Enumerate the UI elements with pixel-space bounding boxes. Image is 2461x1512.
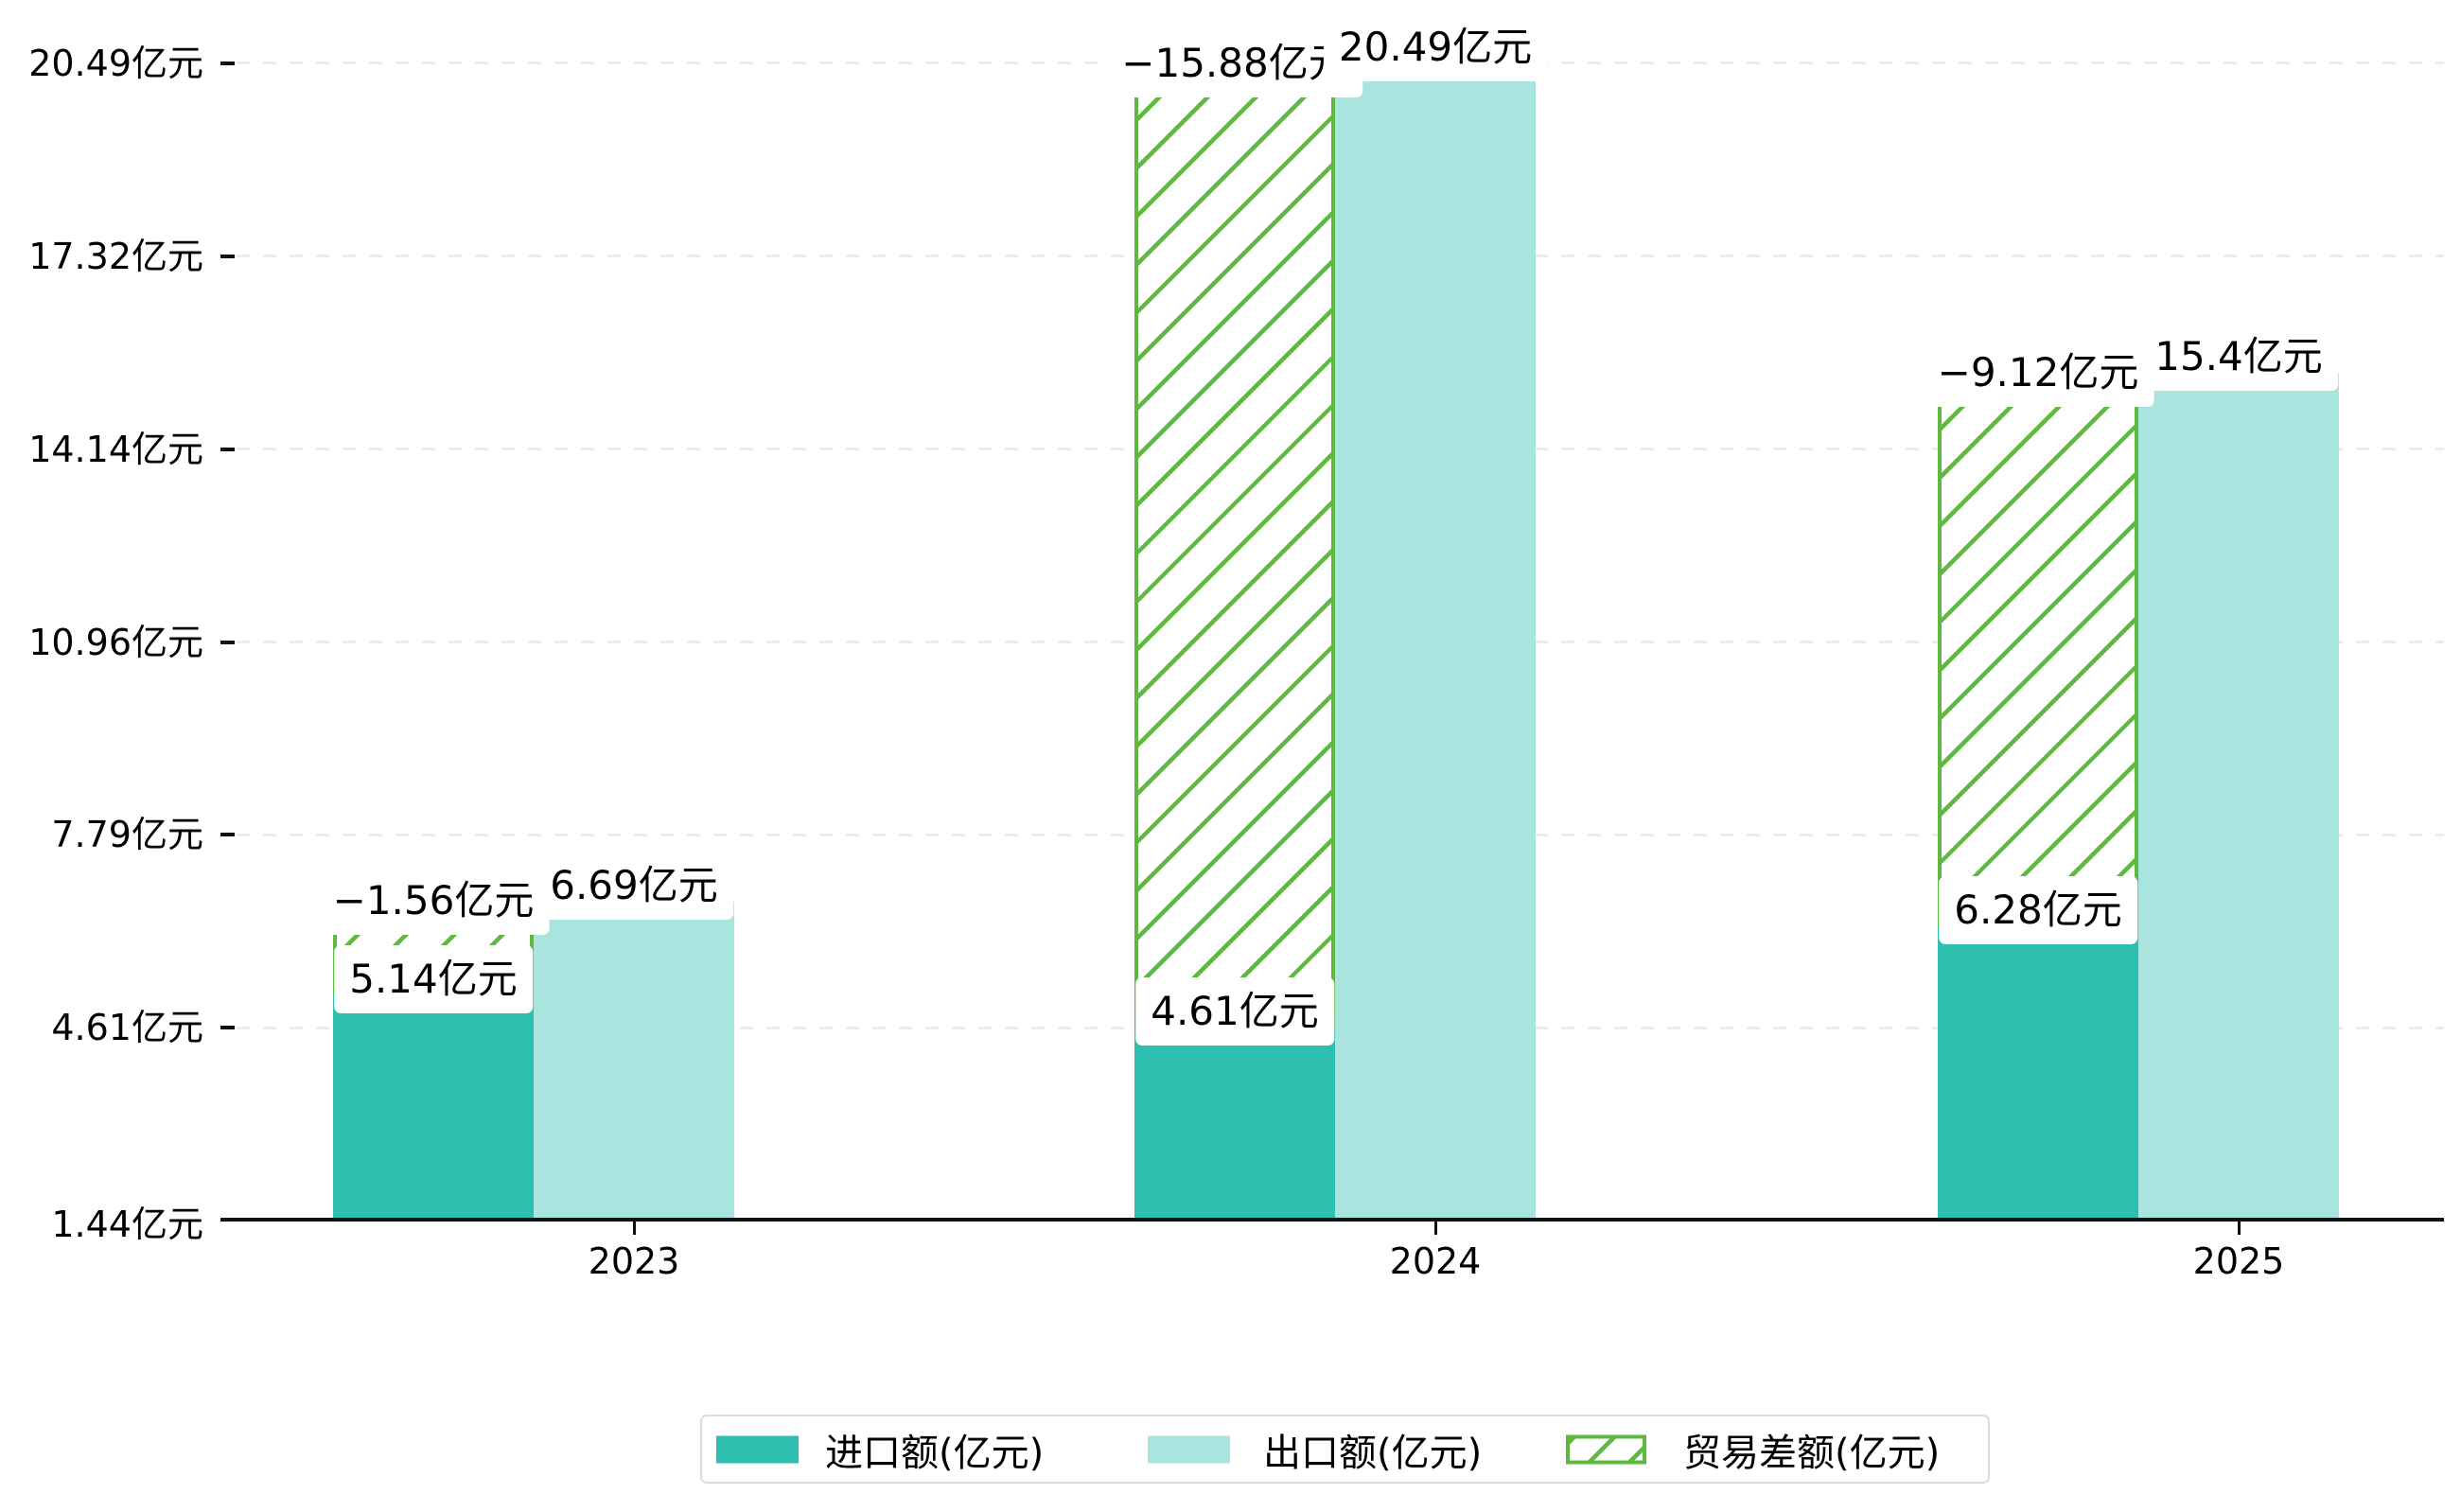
bar-import-2023[interactable] [333, 995, 534, 1221]
x-tick-mark [1433, 1221, 1437, 1235]
bar-export-2023[interactable] [534, 901, 734, 1221]
y-tick-label: 20.49亿元 [28, 42, 203, 84]
y-tick-mark [220, 1026, 235, 1030]
x-axis-label-2024: 2024 [1389, 1240, 1482, 1282]
legend: 进口额(亿元) 出口额(亿元) 贸易差额(亿元) [700, 1415, 1990, 1484]
bar-import-2025[interactable] [1938, 926, 2138, 1221]
y-tick-label: 17.32亿元 [28, 235, 203, 277]
y-tick-label: 10.96亿元 [28, 621, 203, 663]
data-label-trade-balance-2024: −15.88亿元 [1106, 28, 1363, 97]
data-label-export-2023: 6.69亿元 [535, 851, 733, 920]
legend-label-export[interactable]: 出口额(亿元) [1263, 1431, 1483, 1475]
legend-swatch-import[interactable] [716, 1435, 799, 1463]
y-tick-mark [220, 447, 235, 451]
data-label-import-2023: 5.14亿元 [334, 945, 533, 1014]
y-tick-mark [220, 640, 235, 644]
legend-swatch-trade-balance[interactable] [1566, 1434, 1646, 1464]
legend-label-trade-balance[interactable]: 贸易差额(亿元) [1683, 1431, 1941, 1475]
y-tick-mark [220, 254, 235, 258]
bar-export-2025[interactable] [2138, 372, 2339, 1221]
bar-export-2024[interactable] [1335, 62, 1536, 1221]
data-label-trade-balance-2023: −1.56亿元 [317, 867, 550, 936]
x-axis-label-2023: 2023 [588, 1240, 680, 1282]
legend-swatch-export[interactable] [1148, 1435, 1230, 1463]
data-label-trade-balance-2025: −9.12亿元 [1922, 338, 2154, 407]
y-tick-label: 7.79亿元 [51, 814, 203, 856]
y-tick-mark [220, 61, 235, 65]
x-axis-line [220, 1218, 2444, 1222]
x-axis-label-2025: 2025 [2192, 1240, 2285, 1282]
data-label-export-2025: 15.4亿元 [2139, 322, 2338, 391]
bar-trade-balance-2024[interactable] [1134, 62, 1335, 1029]
y-tick-label: 1.44亿元 [51, 1204, 203, 1245]
bar-trade-balance-2025[interactable] [1938, 372, 2138, 927]
x-tick-mark [632, 1221, 636, 1235]
data-label-import-2024: 4.61亿元 [1135, 977, 1334, 1046]
y-tick-label: 4.61亿元 [51, 1007, 203, 1049]
x-tick-mark [2237, 1221, 2241, 1235]
legend-label-import[interactable]: 进口额(亿元) [825, 1431, 1045, 1475]
y-tick-label: 14.14亿元 [28, 428, 203, 470]
data-label-export-2024: 20.49亿元 [1323, 12, 1548, 81]
y-tick-mark [220, 833, 235, 837]
bar-import-2024[interactable] [1134, 1028, 1335, 1221]
data-label-import-2025: 6.28亿元 [1939, 876, 2137, 945]
